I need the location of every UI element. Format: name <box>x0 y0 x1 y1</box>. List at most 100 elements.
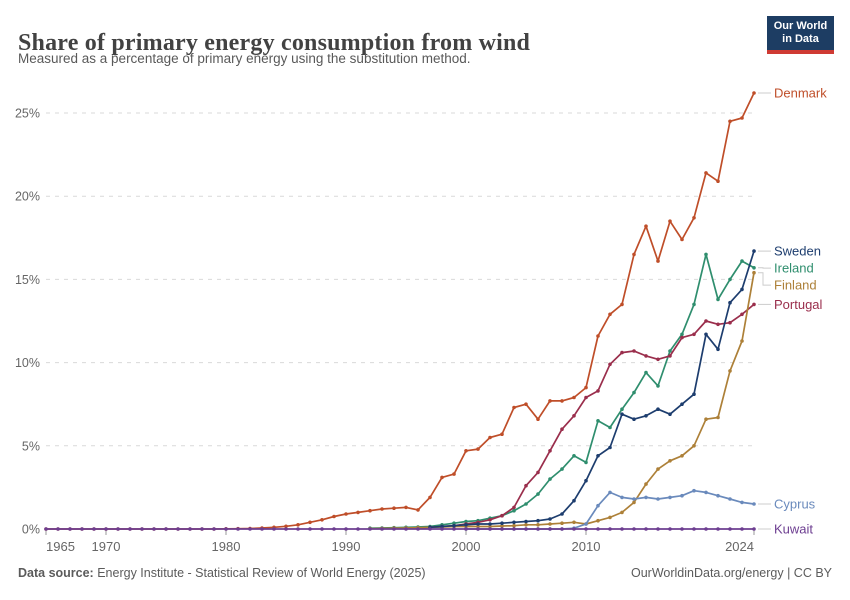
data-point[interactable] <box>572 454 576 458</box>
data-point[interactable] <box>596 419 600 423</box>
data-point[interactable] <box>596 527 600 531</box>
data-point[interactable] <box>716 415 720 420</box>
data-point[interactable] <box>344 512 348 516</box>
data-point[interactable] <box>656 527 660 531</box>
data-point[interactable] <box>200 527 204 531</box>
data-point[interactable] <box>572 395 576 400</box>
data-point[interactable] <box>500 432 504 437</box>
series-label-portugal[interactable]: Portugal <box>774 297 823 312</box>
data-point[interactable] <box>428 495 432 500</box>
data-point[interactable] <box>416 527 420 531</box>
data-point[interactable] <box>752 91 756 95</box>
data-point[interactable] <box>428 527 432 531</box>
data-point[interactable] <box>668 349 672 353</box>
data-point[interactable] <box>512 505 516 510</box>
data-point[interactable] <box>584 522 588 526</box>
data-point[interactable] <box>632 497 636 501</box>
data-point[interactable] <box>284 524 288 529</box>
data-point[interactable] <box>512 527 516 531</box>
data-point[interactable] <box>332 527 336 531</box>
data-point[interactable] <box>584 460 588 465</box>
data-point[interactable] <box>632 252 636 257</box>
data-point[interactable] <box>560 521 564 525</box>
data-point[interactable] <box>536 492 540 496</box>
data-point[interactable] <box>704 252 708 257</box>
data-point[interactable] <box>668 495 672 500</box>
data-point[interactable] <box>536 518 540 523</box>
data-point[interactable] <box>524 523 528 527</box>
data-point[interactable] <box>524 402 528 407</box>
series-label-ireland[interactable]: Ireland <box>774 261 814 276</box>
data-point[interactable] <box>692 527 696 531</box>
data-point[interactable] <box>452 472 456 476</box>
data-point[interactable] <box>164 527 168 531</box>
data-point[interactable] <box>440 524 444 529</box>
data-point[interactable] <box>656 467 660 471</box>
data-point[interactable] <box>608 362 612 367</box>
data-point[interactable] <box>560 467 564 471</box>
data-point[interactable] <box>728 497 732 501</box>
data-point[interactable] <box>668 459 672 463</box>
data-point[interactable] <box>476 447 480 451</box>
data-point[interactable] <box>44 527 48 531</box>
data-point[interactable] <box>320 518 324 522</box>
data-point[interactable] <box>680 402 684 407</box>
data-point[interactable] <box>140 527 144 531</box>
data-point[interactable] <box>512 405 516 410</box>
data-point[interactable] <box>152 527 156 531</box>
data-point[interactable] <box>272 527 276 531</box>
data-point[interactable] <box>368 527 372 531</box>
data-point[interactable] <box>620 407 624 412</box>
data-point[interactable] <box>308 527 312 531</box>
data-point[interactable] <box>464 449 468 453</box>
data-point[interactable] <box>644 414 648 418</box>
data-point[interactable] <box>620 495 624 500</box>
data-point[interactable] <box>212 527 216 531</box>
series-line-portugal[interactable] <box>381 303 755 530</box>
data-point[interactable] <box>632 390 636 395</box>
data-point[interactable] <box>488 518 492 522</box>
data-point[interactable] <box>560 427 564 432</box>
data-point[interactable] <box>584 527 588 531</box>
data-point[interactable] <box>728 527 732 531</box>
data-point[interactable] <box>68 527 72 531</box>
data-point[interactable] <box>656 357 660 362</box>
data-point[interactable] <box>728 119 732 124</box>
data-point[interactable] <box>512 520 516 525</box>
data-point[interactable] <box>632 500 636 505</box>
series-label-finland[interactable]: Finland <box>774 278 817 293</box>
data-point[interactable] <box>560 399 564 403</box>
data-point[interactable] <box>380 527 384 531</box>
data-point[interactable] <box>332 514 336 519</box>
data-point[interactable] <box>692 332 696 337</box>
data-point[interactable] <box>716 179 720 183</box>
owid-logo[interactable]: Our World in Data <box>767 16 834 54</box>
data-point[interactable] <box>488 527 492 531</box>
data-point[interactable] <box>464 519 468 524</box>
data-point[interactable] <box>548 449 552 453</box>
data-point[interactable] <box>584 478 588 483</box>
data-point[interactable] <box>500 524 504 528</box>
data-point[interactable] <box>740 312 744 317</box>
data-point[interactable] <box>296 523 300 527</box>
data-point[interactable] <box>572 527 576 531</box>
data-point[interactable] <box>248 527 252 531</box>
series-line-ireland[interactable] <box>369 253 755 530</box>
data-point[interactable] <box>680 237 684 242</box>
data-point[interactable] <box>596 334 600 338</box>
data-point[interactable] <box>308 520 312 525</box>
data-point[interactable] <box>548 477 552 481</box>
data-point[interactable] <box>548 399 552 403</box>
data-point[interactable] <box>320 527 324 531</box>
data-point[interactable] <box>716 493 720 498</box>
data-point[interactable] <box>632 527 636 531</box>
data-point[interactable] <box>488 435 492 440</box>
data-point[interactable] <box>668 412 672 417</box>
data-point[interactable] <box>548 517 552 521</box>
data-point[interactable] <box>392 527 396 531</box>
data-point[interactable] <box>620 350 624 355</box>
data-point[interactable] <box>620 412 624 417</box>
data-point[interactable] <box>344 527 348 531</box>
data-point[interactable] <box>488 524 492 529</box>
data-point[interactable] <box>620 302 624 307</box>
